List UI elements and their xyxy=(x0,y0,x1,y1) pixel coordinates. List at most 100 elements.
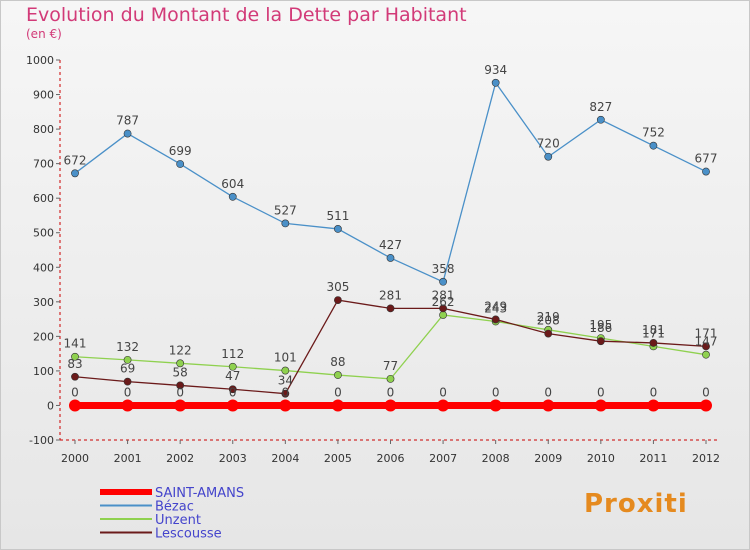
data-point xyxy=(331,399,344,412)
data-label: 0 xyxy=(439,385,447,399)
data-point xyxy=(121,399,134,412)
data-label: 262 xyxy=(432,295,455,309)
y-tick-label: 1000 xyxy=(26,54,54,67)
data-point xyxy=(334,296,342,304)
data-label: 0 xyxy=(702,385,710,399)
data-label: 83 xyxy=(67,357,82,371)
x-tick-label: 2011 xyxy=(639,452,667,465)
legend-label: Unzent xyxy=(155,513,201,528)
y-tick-label: 100 xyxy=(33,365,54,378)
chart-subtitle: (en €) xyxy=(26,27,62,41)
data-label: 787 xyxy=(116,114,139,128)
data-point xyxy=(176,381,185,390)
data-label: 511 xyxy=(326,209,349,223)
data-point xyxy=(386,254,395,262)
data-label: 752 xyxy=(642,126,665,140)
data-label: 171 xyxy=(642,326,665,340)
y-tick-label: 500 xyxy=(33,227,54,240)
data-point xyxy=(439,311,447,319)
chart-title: Evolution du Montant de la Dette par Hab… xyxy=(26,4,467,26)
data-label: 122 xyxy=(169,343,192,357)
x-tick-label: 2002 xyxy=(166,452,194,465)
data-label: 0 xyxy=(387,385,395,399)
x-tick-label: 2005 xyxy=(324,452,352,465)
data-point xyxy=(439,277,447,286)
data-point xyxy=(71,352,79,361)
data-point xyxy=(279,399,292,412)
data-label: 281 xyxy=(432,288,455,302)
data-point xyxy=(228,385,237,394)
data-point xyxy=(228,362,237,371)
x-tick-label: 2007 xyxy=(429,452,457,465)
x-tick-label: 2008 xyxy=(482,452,510,465)
data-label: 0 xyxy=(544,385,552,399)
data-label: 0 xyxy=(71,385,79,399)
y-tick-label: 900 xyxy=(33,89,54,102)
data-point xyxy=(544,152,553,161)
data-label: 181 xyxy=(642,323,665,337)
data-point xyxy=(69,399,81,412)
data-point xyxy=(439,304,447,313)
data-point xyxy=(384,399,397,412)
data-point xyxy=(71,372,79,381)
data-point xyxy=(123,355,132,364)
data-point xyxy=(386,304,395,313)
data-label: 677 xyxy=(695,152,718,166)
data-label: 720 xyxy=(537,137,560,151)
data-label: 0 xyxy=(492,385,500,399)
x-tick-label: 2010 xyxy=(587,452,615,465)
data-label: 305 xyxy=(326,280,349,294)
y-tick-label: 800 xyxy=(33,123,54,136)
data-label: 186 xyxy=(589,321,612,335)
data-label: 934 xyxy=(484,63,507,77)
data-label: 112 xyxy=(221,347,244,361)
data-label: 147 xyxy=(695,335,718,349)
data-point xyxy=(702,342,710,351)
data-label: 34 xyxy=(278,374,293,388)
data-point xyxy=(281,219,290,228)
data-point xyxy=(174,399,187,412)
data-point xyxy=(649,339,658,347)
data-label: 88 xyxy=(330,355,345,369)
data-label: 0 xyxy=(650,385,658,399)
data-label: 132 xyxy=(116,340,139,354)
data-label: 827 xyxy=(589,100,612,114)
data-label: 0 xyxy=(124,385,132,399)
data-label: 141 xyxy=(64,337,87,351)
data-label: 358 xyxy=(432,262,455,276)
data-point xyxy=(649,141,658,150)
data-point xyxy=(71,169,79,178)
data-label: 243 xyxy=(484,302,507,316)
data-point xyxy=(491,315,500,324)
data-point xyxy=(123,377,132,386)
data-label: 604 xyxy=(221,177,244,191)
x-tick-label: 2004 xyxy=(271,452,299,465)
data-point xyxy=(123,129,132,138)
data-point xyxy=(596,337,605,346)
data-label: 672 xyxy=(64,153,87,167)
data-label: 77 xyxy=(383,359,398,373)
y-tick-label: 200 xyxy=(33,330,54,343)
data-point xyxy=(544,329,553,338)
data-label: 0 xyxy=(229,385,237,399)
data-label: 0 xyxy=(282,385,290,399)
data-label: 219 xyxy=(537,310,560,324)
data-label: 69 xyxy=(120,362,135,376)
data-point xyxy=(491,78,500,87)
data-point xyxy=(226,399,239,412)
data-label: 195 xyxy=(589,318,612,332)
data-label: 208 xyxy=(537,314,560,328)
data-label: 427 xyxy=(379,238,402,252)
data-point xyxy=(702,167,710,176)
data-label: 0 xyxy=(334,385,342,399)
data-label: 699 xyxy=(169,144,192,158)
x-tick-label: 2006 xyxy=(377,452,405,465)
data-point xyxy=(596,115,605,124)
data-point xyxy=(702,350,710,359)
data-point xyxy=(542,399,555,412)
x-tick-label: 2001 xyxy=(114,452,142,465)
data-point xyxy=(386,374,395,383)
data-point xyxy=(228,192,237,201)
data-label: 527 xyxy=(274,203,297,217)
